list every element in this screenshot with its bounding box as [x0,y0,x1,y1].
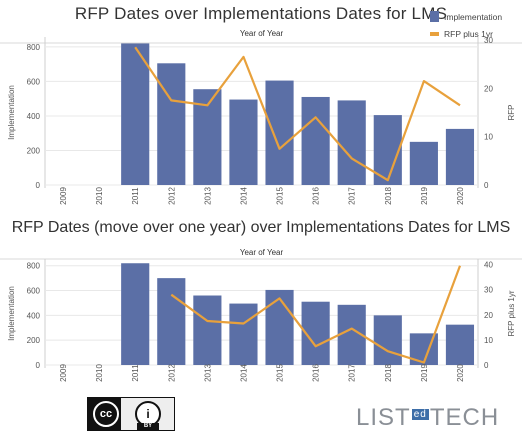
chart-1-bar-2017 [337,100,366,185]
chart-1-x-tick-label: 2016 [312,187,321,205]
chart-1-left-tick-label: 800 [27,43,41,52]
chart-2-bar-2013 [193,295,222,365]
chart-2-x-tick-label: 2010 [95,364,104,382]
chart-2-left-tick-label: 800 [27,262,41,271]
chart-2-x-tick-label: 2009 [59,364,68,382]
chart-2-bar-2020 [445,324,475,365]
chart-1-rfp-line [134,46,461,182]
chart-1-bar-2016 [301,96,330,185]
legend-label-rfp: RFP plus 1yr [444,28,493,39]
badge-label: BY [137,423,159,430]
chart-2-left-tick-label: 600 [27,287,41,296]
chart-2-x-tick-label: 2019 [420,364,429,382]
chart-1-x-tick-label: 2013 [203,187,212,205]
legend-label-implementation: Implementation [444,11,503,22]
legend-swatch-line [430,31,439,36]
chart-1-left-tick-label: 200 [27,146,41,155]
chart-2-x-tick-label: 2014 [239,364,248,382]
legend-swatch-bar [430,11,439,22]
chart-1-bar-2014 [229,99,258,185]
chart-1-x-tick-label: 2014 [239,187,248,205]
chart-1-title: RFP Dates over Implementations Dates for… [74,4,448,23]
chart-2-x-tick-label: 2012 [167,364,176,382]
chart-1-y2-axis-label: RFP [507,105,516,121]
chart-1-left-tick-label: 600 [27,77,41,86]
chart-1-right-tick-label: 20 [484,84,493,93]
chart-1-x-tick-label: 2017 [348,187,357,205]
chart-2-x-tick-label: 2018 [384,364,393,382]
chart-2-x-tick-label: 2015 [276,364,285,382]
chart-1-right-tick-label: 30 [484,36,493,45]
chart-1-x-tick-label: 2011 [131,187,140,205]
logo-part-list: LIST [356,404,411,431]
chart-1-bar-2020 [445,128,475,185]
chart-1-x-tick-label: 2012 [167,187,176,205]
chart-2-title: RFP Dates (move over one year) over Impl… [11,219,511,236]
chart-2-bar-2011 [121,263,150,365]
chart-2-y-axis-label: Implementation [7,286,16,341]
logo-part-tech: TECH [429,404,500,431]
chart-2-y2-axis-label: RFP plus 1yr [507,290,516,336]
cc-by-license-badge: cc i BY [87,397,175,431]
chart-1-x-axis-header: Year of Year [240,29,284,38]
chart-2-right-tick-label: 10 [484,336,493,345]
legend-item-implementation: Implementation [430,8,502,25]
chart-1-bar-2019 [409,141,438,185]
chart-1-right-tick-label: 10 [484,133,493,142]
chart-2-x-tick-label: 2011 [131,364,140,382]
chart-2-x-tick-label: 2016 [312,364,321,382]
chart-1-left-tick-label: 400 [27,112,41,121]
cc-icon: cc [93,401,119,427]
chart-2-x-tick-label: 2017 [348,364,357,382]
chart-2-right-tick-label: 0 [484,361,489,370]
chart-2-left-tick-label: 400 [27,311,41,320]
chart-1-x-tick-label: 2020 [456,187,465,205]
chart-2-rfp-line [170,265,462,364]
chart-1-bar-2012 [157,63,186,185]
chart-1-x-tick-label: 2009 [59,187,68,205]
legend-item-rfp: RFP plus 1yr [430,25,502,42]
chart-1-left-tick-label: 0 [36,181,41,190]
chart-2-bar-2014 [229,303,258,365]
chart-1-y-axis-label: Implementation [7,85,16,140]
chart-1-x-tick-label: 2018 [384,187,393,205]
chart-2-x-tick-label: 2013 [203,364,212,382]
chart-2-x-axis-header: Year of Year [240,248,284,257]
chart-2-left-tick-label: 200 [27,336,41,345]
chart-1-bar-2015 [265,80,294,185]
chart-2-right-tick-label: 30 [484,286,493,295]
chart-2-right-tick-label: 20 [484,311,493,320]
logo-part-ed: ed [411,409,429,420]
chart-2-bar-2012 [157,278,186,365]
chart-2-bar-2018 [373,315,402,365]
listedtech-logo: LIST ed TECH [356,404,499,432]
chart-2-x-tick-label: 2020 [456,364,465,382]
chart-2-right-tick-label: 40 [484,261,493,270]
chart-1-right-tick-label: 0 [484,181,489,190]
chart-1-bar-2011 [121,43,150,186]
chart-1-x-tick-label: 2010 [95,187,104,205]
chart-2-bar-2015 [265,289,294,365]
chart-1-x-tick-label: 2019 [420,187,429,205]
legend: Implementation RFP plus 1yr [430,8,502,42]
chart-2-left-tick-label: 0 [36,361,41,370]
chart-1-x-tick-label: 2015 [276,187,285,205]
